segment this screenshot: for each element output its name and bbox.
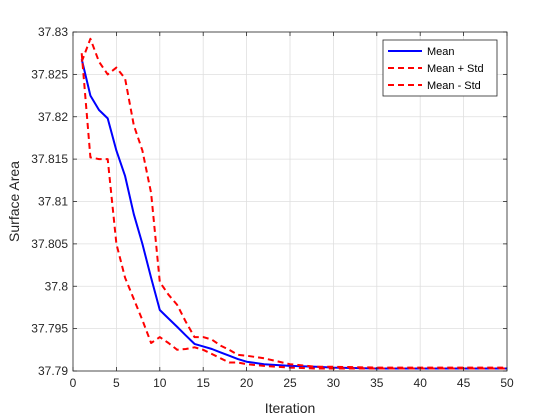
x-tick-label: 30 [327, 376, 341, 390]
x-tick-label: 45 [457, 376, 471, 390]
series-line-mean-std [80, 53, 507, 370]
legend-entry-label: Mean + Std [427, 63, 484, 75]
tick-marks [72, 31, 508, 372]
x-tick-label: 50 [500, 376, 514, 390]
x-axis-label: Iteration [265, 400, 316, 416]
legend: Mean Mean + Std Mean - Std [382, 39, 498, 97]
series-layer [80, 37, 507, 370]
x-tick-label: 10 [153, 376, 167, 390]
legend-items: Mean Mean + Std Mean - Std [388, 46, 484, 92]
y-tick-label: 37.83 [38, 25, 68, 39]
tick-labels: 0 5 10 15 20 25 30 35 40 45 50 37.79 37.795 37.8 37.80… [31, 25, 514, 390]
x-tick-label: 0 [70, 376, 77, 390]
y-tick-label: 37.82 [38, 110, 68, 124]
x-tick-label: 25 [283, 376, 297, 390]
y-tick-label: 37.815 [31, 152, 68, 166]
x-tick-label: 40 [414, 376, 428, 390]
legend-entry-label: Mean [427, 46, 455, 58]
y-tick-label: 37.795 [31, 322, 68, 336]
x-tick-label: 15 [197, 376, 211, 390]
series-line-mean-std [80, 37, 507, 369]
y-tick-label: 37.8 [45, 279, 69, 293]
x-tick-label: 35 [370, 376, 384, 390]
series-line-mean [80, 58, 507, 370]
y-tick-label: 37.805 [31, 237, 68, 251]
x-tick-label: 20 [240, 376, 254, 390]
y-tick-label: 37.79 [38, 364, 68, 378]
x-tick-label: 5 [113, 376, 120, 390]
y-tick-label: 37.81 [38, 195, 68, 209]
y-tick-label: 37.825 [31, 67, 68, 81]
legend-entry-label: Mean - Std [427, 80, 481, 92]
y-axis-label: Surface Area [6, 161, 22, 242]
